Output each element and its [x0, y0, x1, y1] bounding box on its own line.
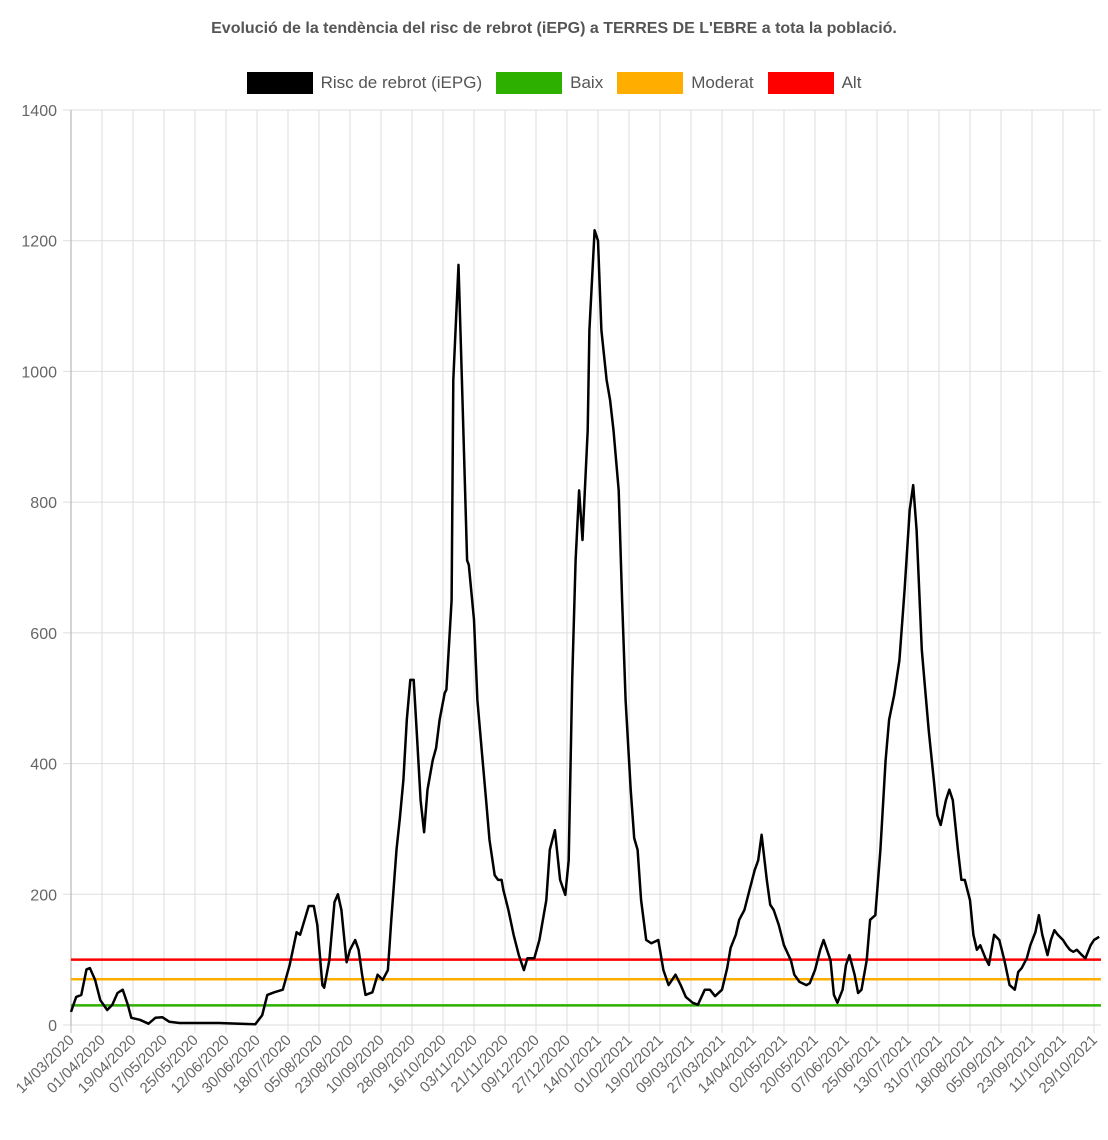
y-tick-label: 600 [30, 626, 57, 643]
y-tick-label: 400 [30, 757, 57, 774]
legend-swatch-moderat [617, 72, 684, 94]
y-tick-label: 200 [30, 887, 57, 904]
legend-label-alt: Alt [841, 73, 862, 92]
legend-swatch-alt [767, 72, 834, 94]
legend-label-moderat: Moderat [691, 73, 754, 92]
chart-title: Evolució de la tendència del risc de reb… [211, 20, 897, 37]
legend-swatch-iepg [246, 72, 313, 94]
legend: Risc de rebrot (iEPG) Baix Moderat Alt [0, 72, 1108, 94]
legend-label-baix: Baix [570, 73, 604, 92]
y-tick-label: 800 [30, 495, 57, 512]
legend-label-iepg: Risc de rebrot (iEPG) [320, 73, 483, 92]
y-tick-label: 1200 [21, 234, 57, 251]
legend-item-iepg[interactable]: Risc de rebrot (iEPG) [246, 72, 483, 94]
legend-item-alt[interactable]: Alt [767, 72, 862, 94]
y-tick-label: 1400 [21, 103, 57, 120]
y-tick-label: 1000 [21, 364, 57, 381]
series-line-iepg [69, 229, 1100, 1026]
legend-item-moderat[interactable]: Moderat [617, 72, 754, 94]
legend-swatch-baix [496, 72, 563, 94]
y-tick-label: 0 [48, 1018, 57, 1035]
legend-item-baix[interactable]: Baix [496, 72, 603, 94]
